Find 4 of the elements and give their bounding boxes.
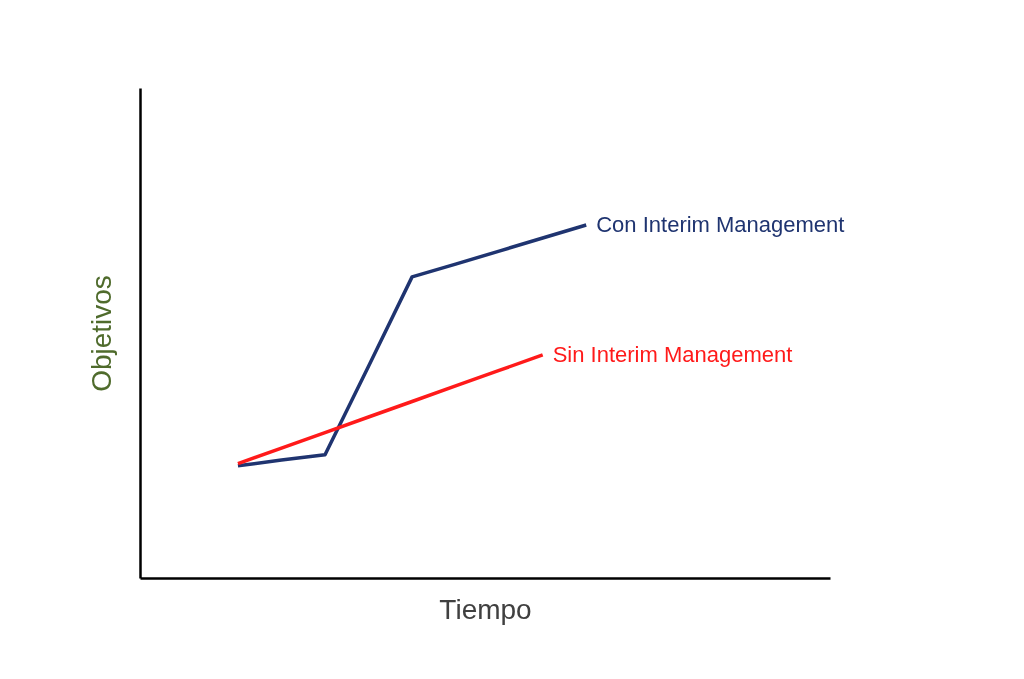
y-axis-title: Objetivos [85,275,117,392]
series-label: Sin Interim Management [552,341,793,367]
x-axis-title: Tiempo [439,593,532,625]
series-label: Con Interim Management [596,211,845,237]
